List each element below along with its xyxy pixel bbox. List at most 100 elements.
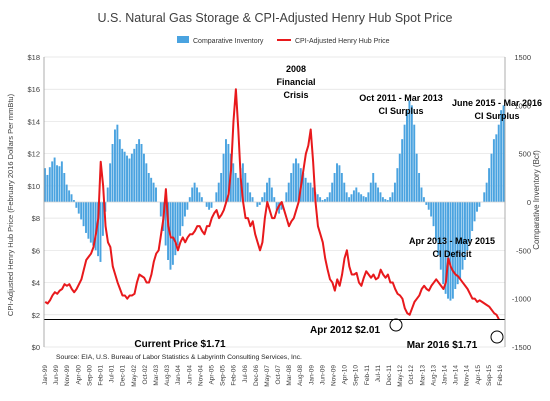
x-tick-label: Oct-12: [408, 365, 415, 385]
source-note: Source: EIA, U.S. Bureau of Labor Statis…: [56, 354, 302, 361]
inventory-bar: [118, 139, 121, 202]
inventory-bar: [275, 202, 278, 210]
x-tick-label: Jul-06: [242, 365, 249, 383]
left-axis: $0 $2 $4 $6 $8 $10 $12 $14 $16 $18: [27, 53, 45, 352]
inventory-bar: [328, 192, 331, 202]
left-tick-label: $8: [32, 214, 40, 223]
inventory-bars: [44, 100, 505, 301]
x-tick-label: Sep-00: [86, 365, 93, 386]
inventory-bar: [58, 166, 61, 202]
inventory-bar: [389, 197, 392, 202]
x-tick-label: Apr-10: [342, 365, 349, 385]
left-tick-label: $12: [27, 150, 40, 159]
inventory-bar: [316, 194, 319, 202]
x-tick-label: Jan-09: [308, 365, 315, 385]
annotation-line: Financial: [276, 77, 315, 87]
legend-swatch-inventory: [177, 36, 189, 43]
inventory-bar: [215, 192, 218, 202]
annotation-mar2016-price: Mar 2016 $1.71: [407, 340, 478, 351]
inventory-bar: [210, 202, 213, 208]
inventory-bar: [340, 173, 343, 202]
inventory-bar: [336, 163, 338, 202]
inventory-bar: [495, 134, 498, 202]
inventory-bar: [44, 168, 46, 202]
inventory-bar: [490, 153, 493, 202]
inventory-bar: [82, 202, 85, 227]
inventory-bar: [401, 139, 404, 202]
inventory-bar: [408, 100, 411, 202]
x-tick-label: Mar-03: [153, 365, 160, 386]
left-tick-label: $6: [32, 246, 40, 255]
inventory-bar: [430, 202, 433, 217]
inventory-bar: [374, 182, 377, 202]
x-tick-label: Oct-07: [275, 365, 282, 385]
x-tick-label: Nov-14: [464, 365, 471, 386]
x-tick-label: Apr-05: [208, 365, 215, 385]
left-tick-label: $14: [27, 117, 40, 126]
annotation-line: CI Deficit: [432, 249, 471, 259]
inventory-bar: [116, 124, 119, 202]
inventory-bar: [208, 202, 211, 210]
inventory-bar: [174, 202, 177, 256]
annotation-apr2013-deficit: Apr 2013 - May 2015 CI Deficit: [409, 236, 495, 259]
inventory-bar: [437, 202, 440, 256]
inventory-bar: [53, 157, 56, 202]
inventory-bar: [266, 182, 268, 202]
inventory-bar: [343, 182, 346, 202]
inventory-bar: [485, 182, 488, 202]
inventory-bar: [360, 194, 363, 202]
inventory-bar: [80, 202, 83, 220]
apr2012-price-marker: [389, 318, 403, 332]
inventory-bar: [92, 202, 95, 246]
x-tick-label: Nov-04: [197, 365, 204, 386]
annotation-line: 2008: [286, 64, 306, 74]
x-tick-label: Sep-10: [353, 365, 360, 386]
inventory-bar: [232, 163, 235, 202]
x-tick-label: Jul-01: [109, 365, 116, 383]
inventory-bar: [319, 197, 322, 202]
legend: Comparative Inventory CPI-Adjusted Henry…: [177, 36, 390, 45]
inventory-bar: [338, 165, 341, 202]
inventory-bar: [85, 202, 87, 233]
inventory-bar: [241, 163, 244, 202]
inventory-bar: [150, 177, 153, 202]
inventory-bar: [171, 202, 174, 265]
inventory-bar: [367, 192, 370, 202]
right-tick-label: -1000: [512, 295, 531, 304]
x-tick-label: Apr-15: [475, 365, 482, 385]
x-tick-label: Dec-11: [386, 365, 393, 386]
inventory-bar: [415, 153, 418, 202]
annotation-line: June 2015 - Mar 2016: [452, 98, 542, 108]
inventory-bar: [60, 161, 63, 202]
inventory-bar: [225, 139, 227, 202]
inventory-bar: [109, 163, 112, 202]
inventory-bar: [113, 129, 116, 202]
inventory-bar: [456, 202, 459, 285]
inventory-bar: [502, 105, 505, 202]
annotation-apr2012-price: Apr 2012 $2.01: [310, 325, 380, 336]
x-tick-label: Aug-13: [430, 365, 437, 386]
inventory-bar: [466, 202, 469, 251]
inventory-bar: [191, 187, 194, 202]
inventory-bar: [145, 163, 148, 202]
inventory-bar: [449, 202, 452, 301]
inventory-bar: [48, 167, 51, 202]
right-axis: -1500 -1000 -500 0 500 1000 1500: [504, 53, 531, 352]
x-tick-label: Jun-99: [53, 365, 60, 385]
right-tick-label: -1500: [512, 343, 531, 352]
inventory-bar: [459, 202, 462, 280]
inventory-bar: [379, 192, 382, 202]
annotation-line: Apr 2013 - May 2015: [409, 236, 495, 246]
left-tick-label: $16: [27, 85, 40, 94]
inventory-bar: [292, 163, 295, 202]
x-tick-label: Feb-11: [364, 365, 371, 385]
inventory-bar: [200, 197, 203, 202]
mar2016-price-marker: [490, 330, 504, 344]
inventory-bar: [128, 158, 131, 202]
left-axis-label: CPI-Adjusted Henry Hub Price (February 2…: [6, 93, 15, 316]
left-tick-label: $10: [27, 182, 40, 191]
inventory-bar: [307, 182, 310, 202]
inventory-bar: [461, 202, 464, 270]
inventory-bar: [186, 202, 189, 210]
inventory-bar: [365, 197, 367, 202]
